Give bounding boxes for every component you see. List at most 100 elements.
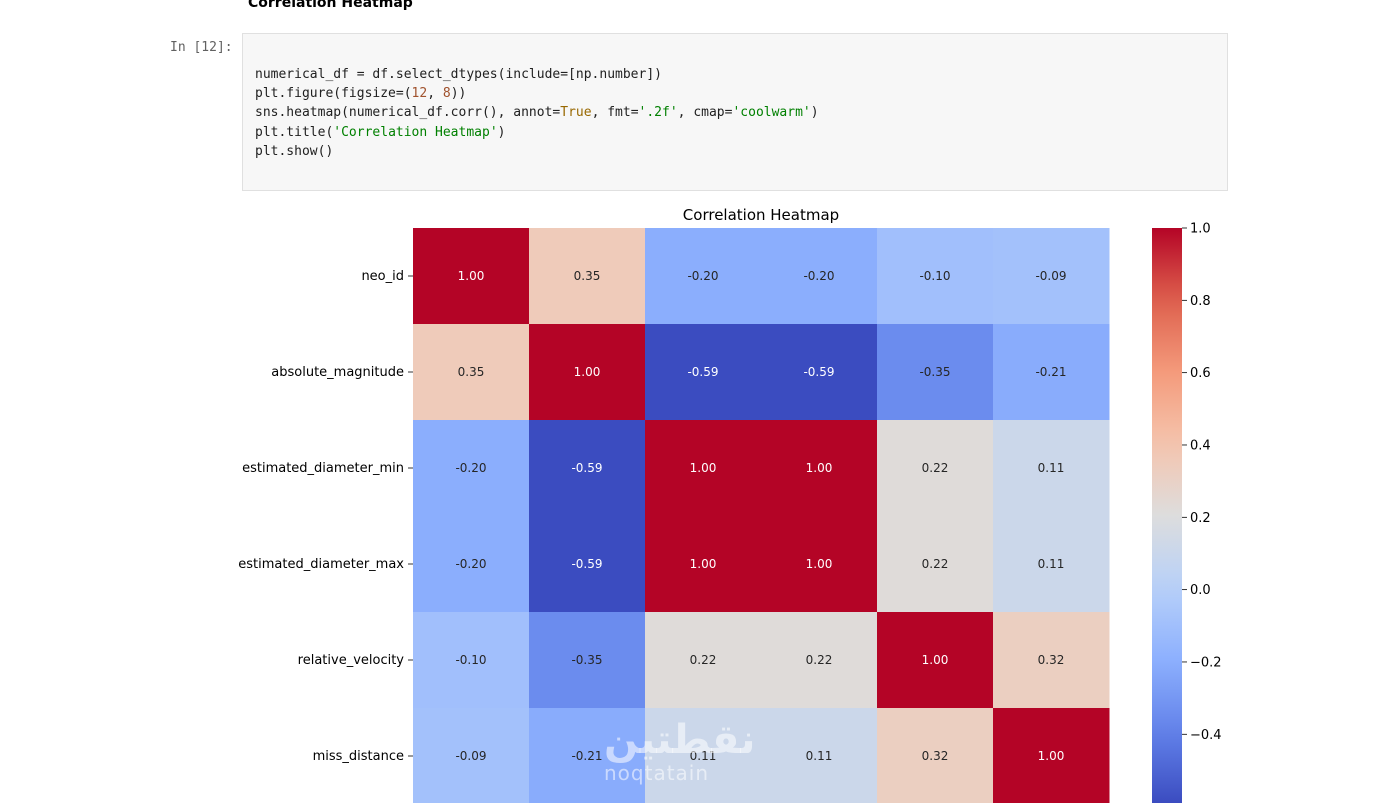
heatmap-annotation: 0.11 bbox=[1038, 557, 1065, 571]
heatmap-annotation: -0.35 bbox=[919, 365, 950, 379]
heatmap-annotation: -0.10 bbox=[455, 653, 486, 667]
chart-title: Correlation Heatmap bbox=[683, 206, 839, 224]
heatmap-annotation: 1.00 bbox=[806, 557, 833, 571]
heatmap-cell bbox=[413, 612, 530, 709]
heatmap-annotation: 0.32 bbox=[922, 749, 949, 763]
heatmap-annotation: 1.00 bbox=[922, 653, 949, 667]
colorbar-tick-label: 0.8 bbox=[1190, 294, 1211, 309]
colorbar-tick-label: 0.0 bbox=[1190, 583, 1211, 598]
heatmap-cell bbox=[645, 420, 762, 517]
code-token: True bbox=[560, 105, 592, 121]
heatmap-annotation: 1.00 bbox=[574, 365, 601, 379]
code-token: sns.heatmap(numerical_df.corr(), annot= bbox=[255, 105, 561, 121]
heatmap-annotation: -0.21 bbox=[1035, 365, 1066, 379]
heatmap-cell bbox=[877, 612, 994, 709]
heatmap-cell bbox=[877, 228, 994, 325]
heatmap-annotation: -0.10 bbox=[919, 269, 950, 283]
heatmap-cell bbox=[413, 228, 530, 325]
heatmap-annotation: 1.00 bbox=[690, 461, 717, 475]
heatmap-cell bbox=[993, 612, 1110, 709]
heatmap-cell bbox=[761, 228, 878, 325]
code-line: sns.heatmap(numerical_df.corr(), annot=T… bbox=[255, 103, 819, 122]
code-token: plt.figure(figsize=( bbox=[255, 86, 412, 102]
heatmap-annotation: 0.22 bbox=[690, 653, 717, 667]
heatmap-cell bbox=[993, 420, 1110, 517]
heatmap-annotation: -0.09 bbox=[1035, 269, 1066, 283]
heatmap-cell bbox=[877, 516, 994, 613]
heatmap-annotation: 0.22 bbox=[922, 557, 949, 571]
heatmap-annotation: 0.22 bbox=[806, 653, 833, 667]
code-token: ) bbox=[497, 124, 506, 140]
heatmap-annotation: -0.09 bbox=[455, 749, 486, 763]
code-token: , fmt= bbox=[591, 105, 639, 121]
heatmap-cell bbox=[529, 516, 646, 613]
heatmap-cell bbox=[877, 324, 994, 421]
colorbar-tick-label: −0.4 bbox=[1190, 728, 1222, 743]
code-line: numerical_df = df.select_dtypes(include=… bbox=[255, 65, 819, 84]
code-token: 'coolwarm' bbox=[732, 105, 811, 121]
heatmap-annotation: 0.11 bbox=[806, 749, 833, 763]
row-label: relative_velocity bbox=[298, 653, 405, 668]
heatmap-cell bbox=[993, 324, 1110, 421]
code-token: , bbox=[427, 86, 443, 102]
heatmap-annotation: 1.00 bbox=[806, 461, 833, 475]
heatmap-cell bbox=[529, 708, 646, 803]
heatmap-cell bbox=[761, 420, 878, 517]
code-token: , cmap= bbox=[677, 105, 733, 121]
colorbar bbox=[1152, 228, 1182, 803]
heatmap-annotation: -0.20 bbox=[803, 269, 834, 283]
heatmap-annotation: -0.20 bbox=[455, 557, 486, 571]
code-line: plt.show() bbox=[255, 142, 819, 161]
heatmap-cell bbox=[529, 228, 646, 325]
heatmap-annotation: -0.35 bbox=[571, 653, 602, 667]
colorbar-tick-label: 0.4 bbox=[1190, 438, 1211, 453]
code-token: numerical_df = df.select_dtypes(include=… bbox=[255, 67, 662, 82]
heatmap-annotation: 1.00 bbox=[690, 557, 717, 571]
code-token: 12 bbox=[411, 86, 428, 102]
heatmap-cell bbox=[413, 516, 530, 613]
colorbar-tick-label: 0.2 bbox=[1190, 511, 1211, 526]
code-token: )) bbox=[450, 86, 467, 102]
heatmap-cell bbox=[761, 516, 878, 613]
code-token: ) bbox=[810, 105, 819, 121]
heatmap-cell bbox=[993, 228, 1110, 325]
heatmap-annotation: -0.59 bbox=[803, 365, 834, 379]
heatmap-cell bbox=[877, 708, 994, 803]
heatmap-annotation: -0.59 bbox=[571, 557, 602, 571]
heatmap-cell bbox=[529, 612, 646, 709]
code-token: plt.title( bbox=[255, 124, 334, 140]
row-label: estimated_diameter_max bbox=[238, 557, 404, 572]
code-line: plt.title('Correlation Heatmap') bbox=[255, 123, 819, 142]
heatmap-cell bbox=[645, 324, 762, 421]
row-label: neo_id bbox=[361, 269, 404, 284]
heatmap-cell bbox=[413, 324, 530, 421]
heatmap-cell bbox=[761, 708, 878, 803]
heatmap-cell bbox=[645, 612, 762, 709]
heatmap-cell bbox=[413, 708, 530, 803]
code-token: '.2f' bbox=[638, 105, 678, 121]
heatmap-annotation: -0.20 bbox=[455, 461, 486, 475]
heatmap-cell bbox=[761, 324, 878, 421]
code-editor[interactable]: numerical_df = df.select_dtypes(include=… bbox=[255, 65, 819, 161]
code-cell[interactable]: numerical_df = df.select_dtypes(include=… bbox=[242, 33, 1228, 191]
heatmap-cell bbox=[529, 420, 646, 517]
cell-prompt: In [12]: bbox=[170, 40, 233, 55]
row-label: estimated_diameter_min bbox=[242, 461, 404, 476]
code-token: 'Correlation Heatmap' bbox=[333, 124, 498, 140]
row-label: miss_distance bbox=[313, 749, 404, 764]
heatmap-cell bbox=[993, 516, 1110, 613]
heatmap-annotation: 0.11 bbox=[690, 749, 717, 763]
colorbar-tick-label: 0.6 bbox=[1190, 366, 1211, 381]
heatmap-annotation: -0.20 bbox=[687, 269, 718, 283]
code-line: plt.figure(figsize=(12, 8)) bbox=[255, 84, 819, 103]
code-token: 8 bbox=[442, 86, 451, 102]
colorbar-tick-label: −0.2 bbox=[1190, 655, 1222, 670]
heatmap-annotation: 0.22 bbox=[922, 461, 949, 475]
heatmap-annotation: 0.35 bbox=[574, 269, 601, 283]
heatmap-cell bbox=[645, 516, 762, 613]
heatmap-cell bbox=[877, 420, 994, 517]
heatmap-annotation: 0.11 bbox=[1038, 461, 1065, 475]
heatmap-cell bbox=[993, 708, 1110, 803]
colorbar-tick-label: 1.0 bbox=[1190, 222, 1211, 237]
heatmap-annotation: 1.00 bbox=[1038, 749, 1065, 763]
